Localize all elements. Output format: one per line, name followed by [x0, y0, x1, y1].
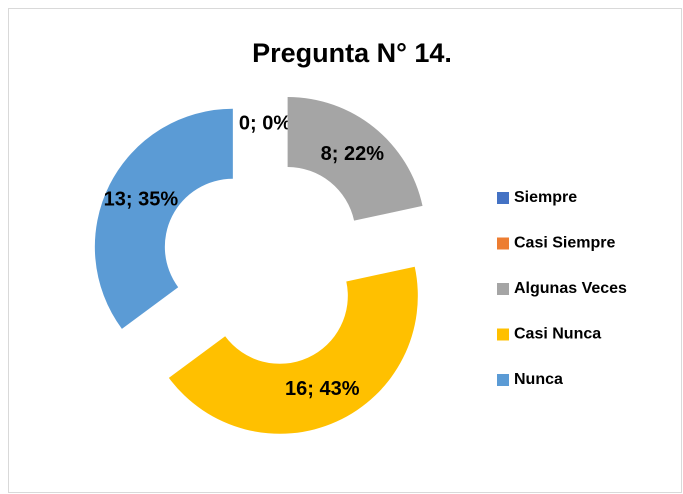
legend-label: Siempre [514, 189, 577, 206]
data-label: 8; 22% [321, 143, 385, 165]
legend-label: Casi Siempre [514, 235, 615, 252]
legend-label: Algunas Veces [514, 280, 627, 297]
legend-swatch [497, 237, 509, 250]
doughnut-segment [287, 96, 423, 221]
legend-swatch [497, 283, 509, 295]
chart-title: Pregunta N° 14. [252, 38, 452, 68]
legend-swatch [497, 328, 509, 341]
doughnut-segment [94, 108, 233, 329]
legend-swatch [497, 192, 509, 204]
data-label: 16; 43% [285, 378, 360, 400]
data-label: 0; 0% [239, 112, 291, 134]
legend-label: Nunca [514, 371, 563, 388]
data-label: 13; 35% [104, 189, 179, 211]
legend-label: Casi Nunca [514, 326, 601, 343]
legend-swatch [497, 374, 509, 386]
doughnut-segment [168, 266, 418, 434]
